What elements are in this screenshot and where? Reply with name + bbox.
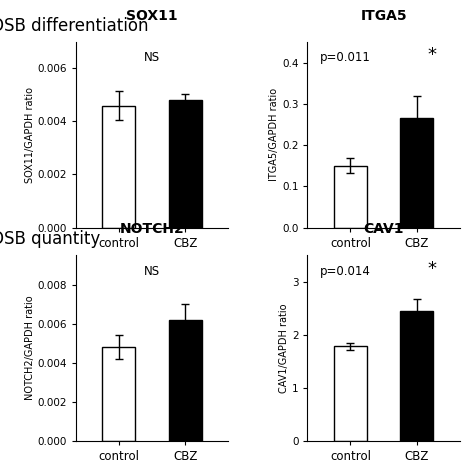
Text: OSB differentiation: OSB differentiation: [0, 17, 148, 35]
Text: *: *: [428, 260, 437, 277]
Title: SOX11: SOX11: [126, 9, 178, 23]
Bar: [400, 311, 433, 441]
Bar: [169, 319, 202, 441]
Bar: [102, 347, 136, 441]
Title: ITGA5: ITGA5: [360, 9, 407, 23]
Text: NS: NS: [144, 51, 160, 64]
Title: NOTCH2: NOTCH2: [119, 222, 184, 236]
Title: CAV1: CAV1: [364, 222, 404, 236]
Text: *: *: [428, 46, 437, 64]
Text: p=0.011: p=0.011: [320, 51, 371, 64]
Text: NS: NS: [144, 264, 160, 277]
Y-axis label: CAV1/GAPDH ratio: CAV1/GAPDH ratio: [279, 303, 289, 393]
Y-axis label: NOTCH2/GAPDH ratio: NOTCH2/GAPDH ratio: [25, 296, 35, 401]
Text: p=0.014: p=0.014: [320, 264, 371, 277]
Bar: [400, 118, 433, 228]
Bar: [334, 346, 367, 441]
Text: OSB quantity: OSB quantity: [0, 230, 100, 248]
Y-axis label: ITGA5/GAPDH ratio: ITGA5/GAPDH ratio: [269, 88, 279, 181]
Bar: [169, 100, 202, 228]
Y-axis label: SOX11/GAPDH ratio: SOX11/GAPDH ratio: [25, 87, 35, 183]
Bar: [334, 166, 367, 228]
Bar: [102, 106, 136, 228]
